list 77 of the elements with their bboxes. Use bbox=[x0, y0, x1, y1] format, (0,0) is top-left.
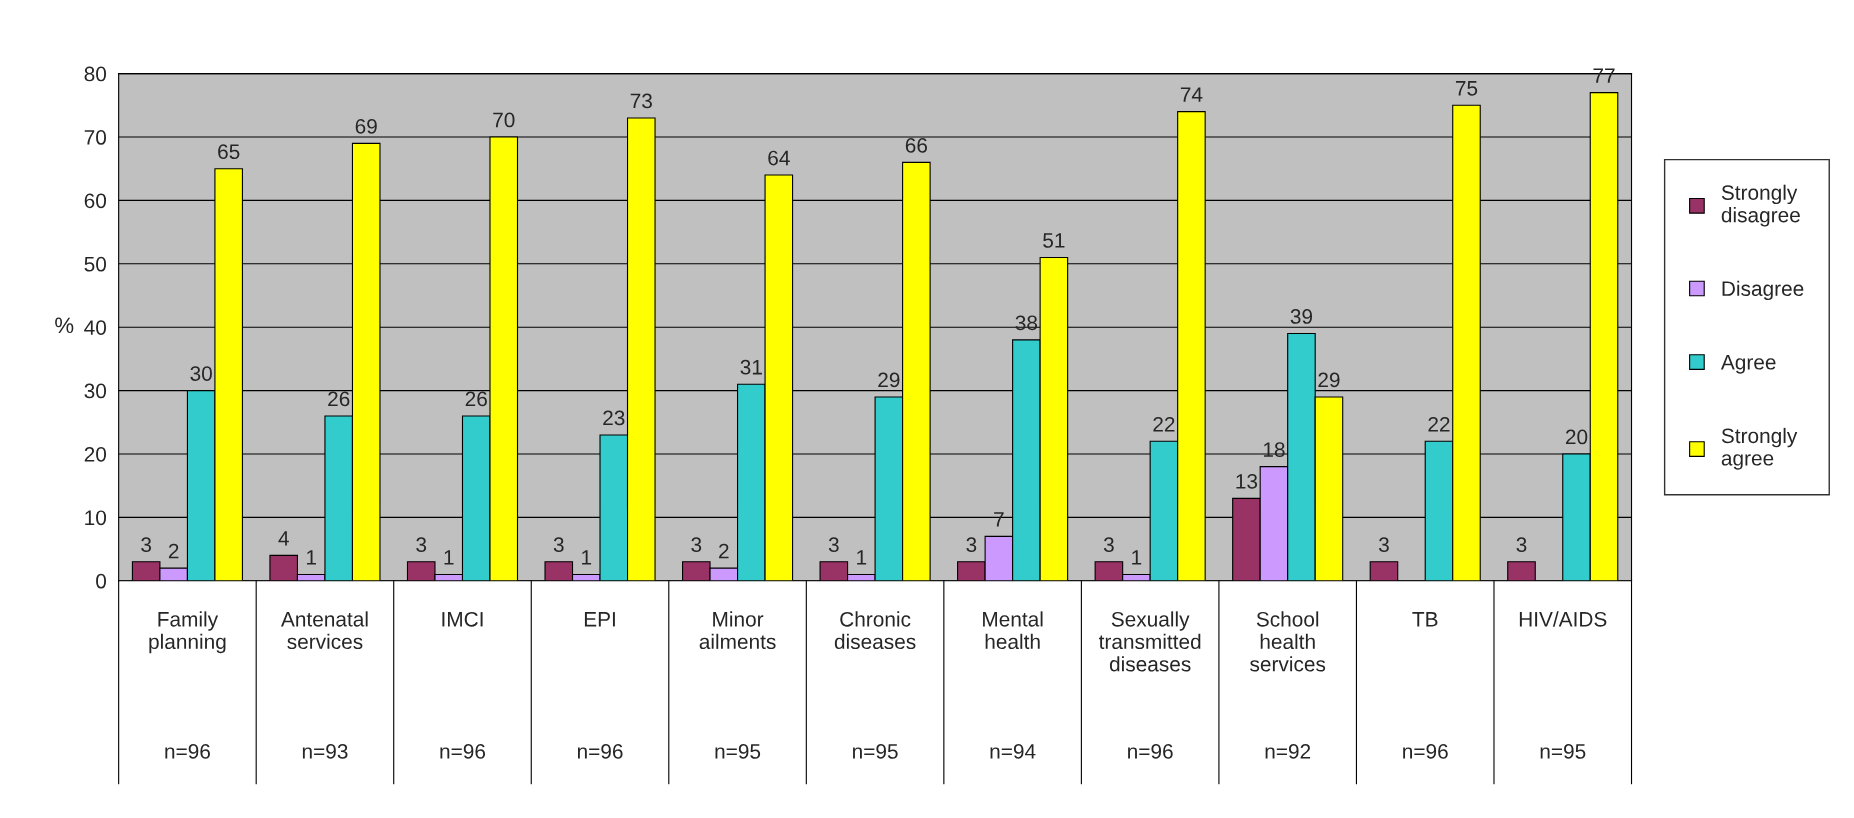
data-label: 22 bbox=[1153, 416, 1175, 432]
y-tick-label: 50 bbox=[84, 256, 107, 272]
x-tick-label: Mental health bbox=[983, 611, 1043, 650]
text: n=96 bbox=[165, 744, 210, 759]
data-label: 26 bbox=[465, 391, 487, 407]
x-tick-label: Minor ailments bbox=[699, 611, 776, 650]
data-label: 2 bbox=[168, 543, 179, 559]
data-label: 51 bbox=[1043, 233, 1065, 248]
data-label: 20 bbox=[1565, 429, 1588, 445]
data-label: 70 bbox=[493, 112, 515, 128]
data-label: 3 bbox=[1516, 537, 1527, 553]
data-label: 3 bbox=[828, 537, 839, 553]
data-label: 74 bbox=[1180, 87, 1203, 102]
x-tick-label: IMCI bbox=[442, 611, 483, 627]
data-label: 31 bbox=[740, 359, 762, 375]
bar bbox=[1369, 561, 1399, 581]
data-label: 1 bbox=[1132, 550, 1142, 565]
data-label: 30 bbox=[190, 366, 212, 381]
y-tick-label: 20 bbox=[84, 446, 107, 462]
x-tick-label: TB bbox=[1412, 612, 1438, 627]
legend-label: Agree bbox=[1720, 355, 1776, 374]
y-tick-label: 80 bbox=[84, 66, 107, 82]
x-tick-label: School health services bbox=[1250, 611, 1326, 672]
legend-label: Strongly agree bbox=[1721, 427, 1798, 470]
legend-label: Strongly disagree bbox=[1721, 184, 1800, 227]
data-label: 1 bbox=[857, 550, 867, 565]
y-tick-label: 10 bbox=[85, 510, 107, 526]
data-label: 3 bbox=[966, 537, 977, 553]
x-tick-label: Chronic diseases bbox=[834, 611, 916, 650]
y-tick-label: 30 bbox=[84, 383, 107, 399]
x-tick-label: HIV/AIDS bbox=[1519, 611, 1607, 627]
data-label: 23 bbox=[603, 410, 625, 426]
data-label: 3 bbox=[691, 537, 702, 553]
data-label: 1 bbox=[582, 550, 592, 565]
data-label: 13 bbox=[1236, 473, 1258, 489]
text: n=95 bbox=[715, 744, 761, 759]
data-label: 1 bbox=[444, 550, 454, 565]
text: n=95 bbox=[1540, 744, 1586, 759]
data-label: 2 bbox=[719, 543, 729, 559]
y-axis-title: % bbox=[55, 317, 74, 334]
y-tick-label: 40 bbox=[84, 320, 107, 335]
data-label: 26 bbox=[328, 391, 350, 407]
data-label: 38 bbox=[1015, 315, 1038, 331]
data-label: 73 bbox=[630, 93, 652, 109]
data-label: 3 bbox=[1103, 537, 1114, 553]
data-label: 69 bbox=[355, 118, 377, 134]
text: n=95 bbox=[853, 744, 898, 759]
text: n=96 bbox=[1128, 744, 1173, 759]
x-tick-label: Family planning bbox=[149, 611, 226, 654]
data-label: 64 bbox=[768, 150, 790, 166]
bar bbox=[1507, 561, 1536, 581]
x-tick-label: EPI bbox=[584, 612, 615, 627]
data-label: 3 bbox=[553, 537, 564, 553]
data-label: 4 bbox=[278, 531, 289, 546]
text: n=96 bbox=[1403, 744, 1448, 759]
text: n=92 bbox=[1265, 744, 1311, 759]
text: n=94 bbox=[990, 744, 1036, 759]
data-label: 75 bbox=[1455, 81, 1478, 96]
x-tick-label: Antenatal services bbox=[280, 611, 368, 650]
data-label: 3 bbox=[141, 537, 152, 553]
y-tick-label: 0 bbox=[96, 573, 107, 589]
data-label: 66 bbox=[905, 137, 928, 153]
text: n=96 bbox=[440, 744, 486, 759]
data-label: 1 bbox=[307, 550, 316, 565]
data-label: 22 bbox=[1428, 416, 1450, 432]
data-label: 3 bbox=[416, 537, 427, 553]
data-label: 29 bbox=[878, 372, 900, 388]
text: n=96 bbox=[577, 744, 623, 759]
data-label: 65 bbox=[218, 144, 240, 160]
x-tick-label: Sexually transmitted diseases bbox=[1098, 611, 1201, 672]
text: n=93 bbox=[302, 744, 348, 759]
legend-label: Disagree bbox=[1722, 280, 1804, 301]
data-label: 29 bbox=[1318, 372, 1340, 388]
data-label: 39 bbox=[1290, 309, 1313, 324]
data-label: 3 bbox=[1378, 537, 1389, 553]
y-tick-label: 70 bbox=[84, 130, 107, 145]
y-tick-label: 60 bbox=[84, 193, 107, 209]
